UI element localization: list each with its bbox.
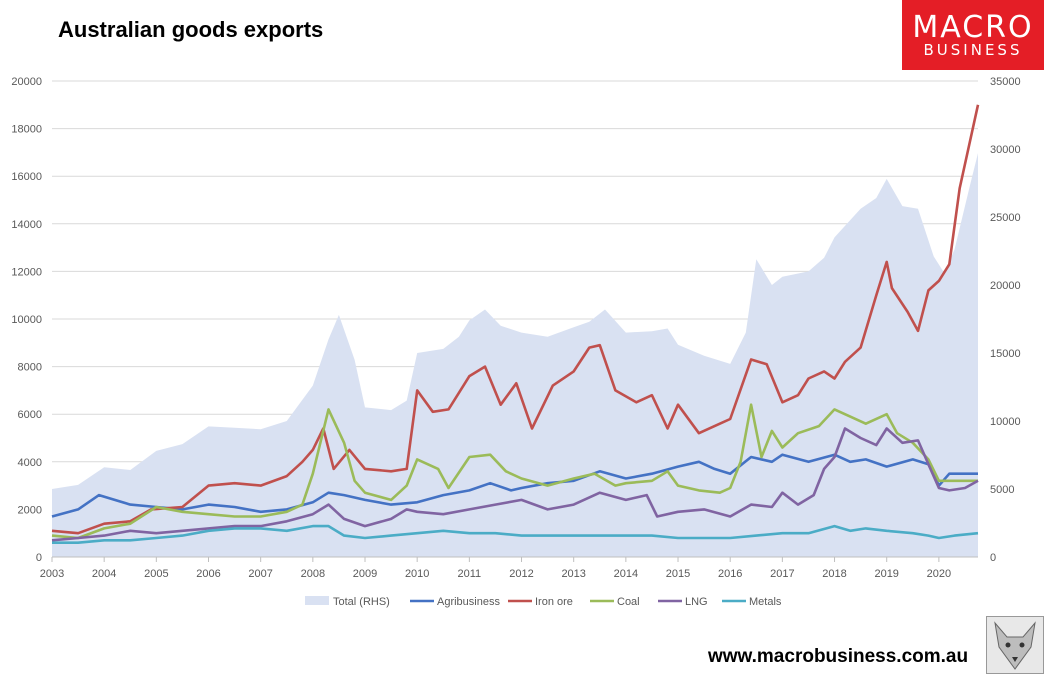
logo-business-text: BUSINESS <box>923 41 1023 59</box>
x-tick-label: 2018 <box>822 568 846 580</box>
x-tick-label: 2014 <box>614 568 638 580</box>
y-left-tick-label: 10000 <box>11 314 42 326</box>
y-right-tick-label: 15000 <box>990 348 1021 360</box>
y-left-tick-label: 6000 <box>18 409 42 421</box>
y-left-tick-label: 12000 <box>11 266 42 278</box>
x-tick-label: 2007 <box>248 568 272 580</box>
logo-macro-text: MACRO <box>912 10 1034 45</box>
wolf-logo-icon <box>986 616 1044 674</box>
chart-title: Australian goods exports <box>58 17 323 42</box>
y-left-tick-label: 4000 <box>18 457 42 469</box>
y-right-tick-label: 30000 <box>990 144 1021 156</box>
x-tick-label: 2013 <box>561 568 585 580</box>
x-tick-label: 2008 <box>301 568 325 580</box>
x-tick-label: 2006 <box>196 568 220 580</box>
y-right-tick-label: 20000 <box>990 280 1021 292</box>
y-left-tick-label: 2000 <box>18 504 42 516</box>
y-right-tick-label: 25000 <box>990 212 1021 224</box>
area-total-rhs <box>52 153 978 557</box>
legend-label: Metals <box>749 596 782 608</box>
y-left-tick-label: 8000 <box>18 362 42 374</box>
y-left-tick-label: 18000 <box>11 124 42 136</box>
x-tick-label: 2009 <box>353 568 377 580</box>
x-tick-label: 2010 <box>405 568 429 580</box>
y-right-tick-label: 10000 <box>990 416 1021 428</box>
series-line-agribusiness <box>51 453 978 518</box>
legend-label: Total (RHS) <box>333 596 390 608</box>
y-right-tick-label: 5000 <box>990 484 1014 496</box>
x-tick-label: 2012 <box>509 568 533 580</box>
website-url: www.macrobusiness.com.au <box>708 646 969 667</box>
y-left-tick-label: 14000 <box>11 219 42 231</box>
y-left-tick-label: 0 <box>36 552 42 564</box>
x-tick-label: 2016 <box>718 568 742 580</box>
x-tick-label: 2011 <box>458 568 482 580</box>
y-right-tick-label: 0 <box>990 552 996 564</box>
series-line-metals <box>52 524 979 545</box>
legend-swatch <box>305 596 329 605</box>
series-line-iron-ore <box>51 104 980 535</box>
x-tick-label: 2015 <box>666 568 690 580</box>
legend-label: Agribusiness <box>437 596 500 608</box>
legend-label: LNG <box>685 596 708 608</box>
series-line-lng <box>51 427 979 542</box>
x-tick-label: 2005 <box>144 568 168 580</box>
x-tick-label: 2019 <box>874 568 898 580</box>
x-tick-label: 2003 <box>40 568 64 580</box>
y-right-tick-label: 35000 <box>990 76 1021 88</box>
series-line-coal <box>51 403 978 540</box>
x-tick-label: 2017 <box>770 568 794 580</box>
legend-label: Coal <box>617 596 640 608</box>
x-tick-label: 2004 <box>92 568 116 580</box>
macrobusiness-logo: MACRO BUSINESS <box>902 0 1044 70</box>
y-left-tick-label: 20000 <box>11 76 42 88</box>
legend-label: Iron ore <box>535 596 573 608</box>
y-left-tick-label: 16000 <box>11 171 42 183</box>
x-tick-label: 2020 <box>927 568 951 580</box>
